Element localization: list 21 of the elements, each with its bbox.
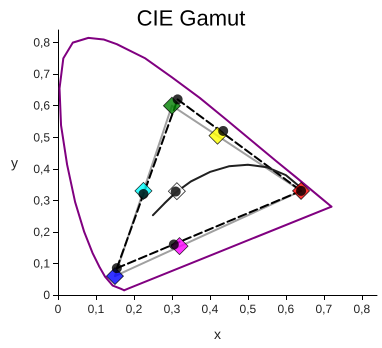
y-tick-label: 0,6 [33,98,50,113]
y-tick-label: 0,8 [33,36,50,50]
x-tick-label: 0,2 [126,302,143,316]
x-tick-label: 0,4 [202,302,219,316]
x-tick-label: 0,5 [240,302,257,316]
x-tick-label: 0,6 [278,302,295,316]
y-tick-label: 0,4 [33,162,50,176]
y-tick-label: 0,1 [33,256,50,270]
y-tick-label: 0,2 [33,224,50,239]
x-tick-label: 0,8 [353,302,370,316]
y-tick-label: 0,3 [33,193,50,208]
x-tick-label: 0,7 [315,302,332,316]
y-tick-label: 0,7 [33,67,50,82]
x-tick-label: 0 [54,302,62,316]
y-tick-label: 0 [43,288,50,302]
x-tick-label: 0,3 [164,302,181,316]
chart-title: CIE Gamut [136,6,246,30]
y-axis-title: y [11,154,18,170]
y-tick-label: 0,5 [33,130,50,144]
x-tick-label: 0,1 [88,302,105,316]
x-axis-title: x [214,326,221,342]
